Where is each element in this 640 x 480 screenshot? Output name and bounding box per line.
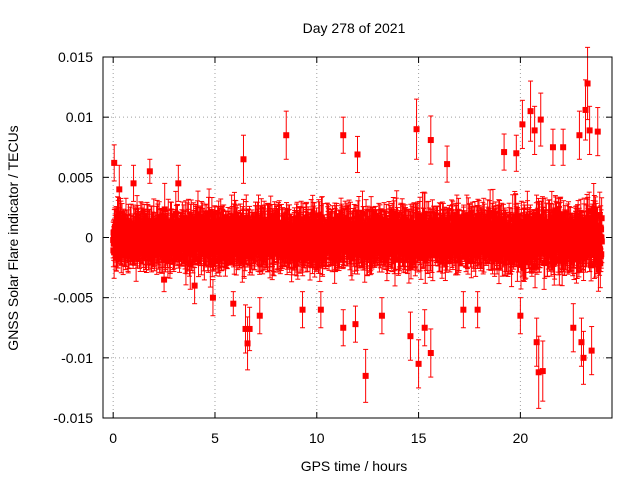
chart-title: Day 278 of 2021 xyxy=(303,20,406,36)
data-marker xyxy=(120,252,127,259)
data-marker xyxy=(194,245,201,252)
data-series xyxy=(110,46,605,409)
data-marker xyxy=(187,260,194,267)
data-marker xyxy=(209,251,216,258)
data-marker xyxy=(150,217,157,224)
data-marker xyxy=(133,254,140,261)
